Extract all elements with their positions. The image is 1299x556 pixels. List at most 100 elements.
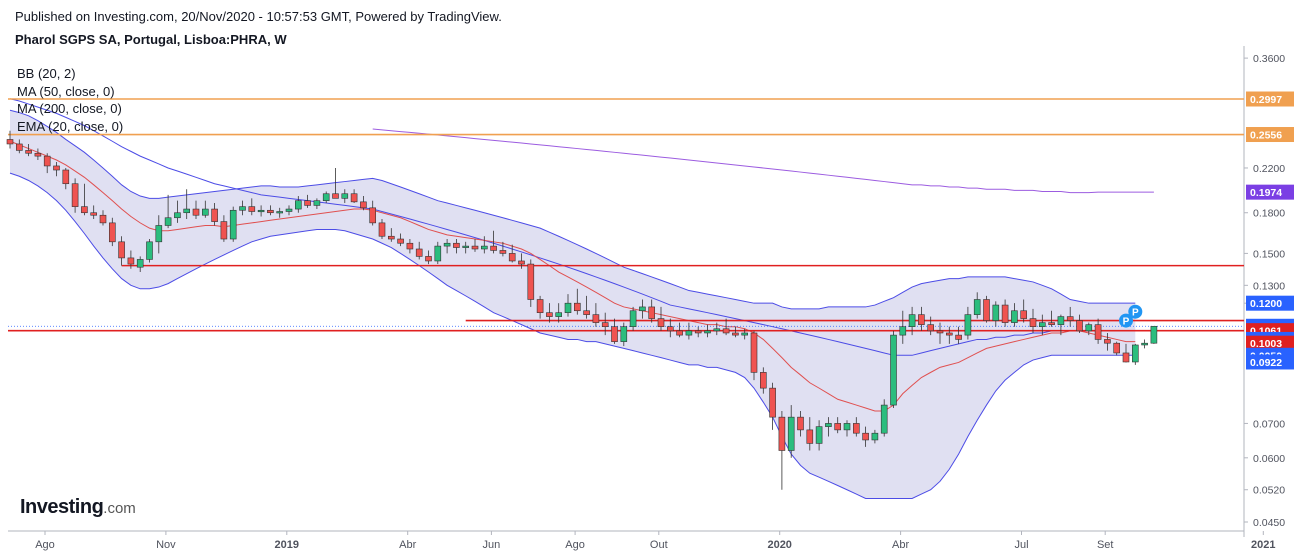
candle <box>248 198 256 216</box>
candle-body <box>611 326 618 342</box>
candle-body <box>722 328 730 334</box>
event-marker: P <box>1128 304 1143 319</box>
logo-suffix: .com <box>103 500 136 517</box>
candle-body <box>555 312 563 317</box>
candle <box>862 426 869 447</box>
candle-body <box>239 206 246 211</box>
candle-body <box>90 212 97 216</box>
candle <box>527 259 535 307</box>
candle-body <box>71 183 79 207</box>
candle-body <box>211 208 218 222</box>
candle <box>211 203 218 226</box>
candle <box>955 326 962 344</box>
candle <box>294 196 302 213</box>
time-tick-label: Set <box>1097 539 1114 551</box>
candle <box>15 139 23 154</box>
candle-body <box>118 241 125 259</box>
candle <box>806 417 814 451</box>
candle <box>601 312 609 336</box>
ma200-line <box>372 128 1154 194</box>
bollinger-band-fill <box>10 110 1136 499</box>
price-tick-label: 0.1300 <box>1253 280 1285 292</box>
price-label-text: 0.0922 <box>1250 357 1282 369</box>
candle-body <box>406 242 414 250</box>
candle <box>1132 343 1139 365</box>
candle <box>276 207 284 218</box>
candle-body <box>183 208 190 214</box>
price-tick-label: 0.0700 <box>1253 418 1285 430</box>
price-tick-label: 0.2200 <box>1253 163 1285 175</box>
candle-body <box>508 253 516 262</box>
candle <box>797 411 804 437</box>
candle-body <box>546 312 553 317</box>
candle-body <box>908 314 916 327</box>
candle <box>453 239 460 254</box>
price-label-box <box>1246 295 1294 311</box>
candle-body <box>415 248 423 257</box>
candle-body <box>350 193 358 203</box>
candle <box>192 200 200 220</box>
candle-body <box>834 423 842 431</box>
candle <box>769 382 776 430</box>
candle <box>443 239 451 254</box>
price-tick-label: 0.1800 <box>1253 208 1285 220</box>
candle <box>425 250 432 265</box>
candle <box>741 328 749 340</box>
candle <box>834 417 842 434</box>
candle <box>732 326 739 338</box>
price-label-text: 0.1974 <box>1250 187 1282 199</box>
candle <box>676 322 683 338</box>
candle-body <box>1150 325 1158 344</box>
candle <box>890 330 897 409</box>
candle <box>146 239 153 263</box>
candle <box>704 324 711 338</box>
candle-body <box>397 238 404 244</box>
candle-body <box>1011 310 1018 323</box>
candle <box>759 367 767 394</box>
candle-body <box>769 387 776 418</box>
candle <box>499 241 507 257</box>
candle <box>843 420 851 437</box>
candle <box>657 306 665 331</box>
candle-body <box>964 314 972 336</box>
candle <box>518 253 525 269</box>
candle <box>508 244 516 263</box>
candle-body <box>1029 318 1037 327</box>
legend-item-bb: BB (20, 2) <box>17 66 76 81</box>
candle-body <box>1039 322 1046 327</box>
candle <box>713 322 721 336</box>
candle-body <box>1076 320 1083 332</box>
candle <box>1113 341 1120 356</box>
candle-body <box>518 260 525 265</box>
candle-body <box>267 209 274 214</box>
candle <box>973 292 981 319</box>
candle <box>945 326 953 344</box>
candle-body <box>778 416 786 451</box>
candle-body <box>759 372 767 389</box>
candle-body <box>592 314 600 323</box>
price-label-box <box>1246 335 1294 351</box>
candle <box>815 420 823 451</box>
candle-body <box>880 404 888 434</box>
candle-body <box>1094 324 1102 340</box>
candle-body <box>1066 316 1074 321</box>
candle-body <box>620 326 628 342</box>
candle <box>620 322 628 347</box>
price-tick-label: 0.3600 <box>1253 53 1285 65</box>
candle-body <box>34 152 42 157</box>
candle-body <box>1001 304 1009 323</box>
candle-body <box>43 155 51 167</box>
candle <box>546 303 553 323</box>
candle <box>1066 306 1074 327</box>
candle-body <box>797 416 804 431</box>
candle <box>25 143 32 157</box>
candle <box>750 330 758 381</box>
bollinger-upper-line <box>9 109 1136 310</box>
candle-body <box>164 217 172 226</box>
time-tick-label: Abr <box>399 539 416 551</box>
candle-body <box>601 322 609 327</box>
price-label: 0.2556 <box>1246 127 1294 143</box>
time-tick-label: Nov <box>156 539 176 551</box>
candle-body <box>1104 339 1111 344</box>
